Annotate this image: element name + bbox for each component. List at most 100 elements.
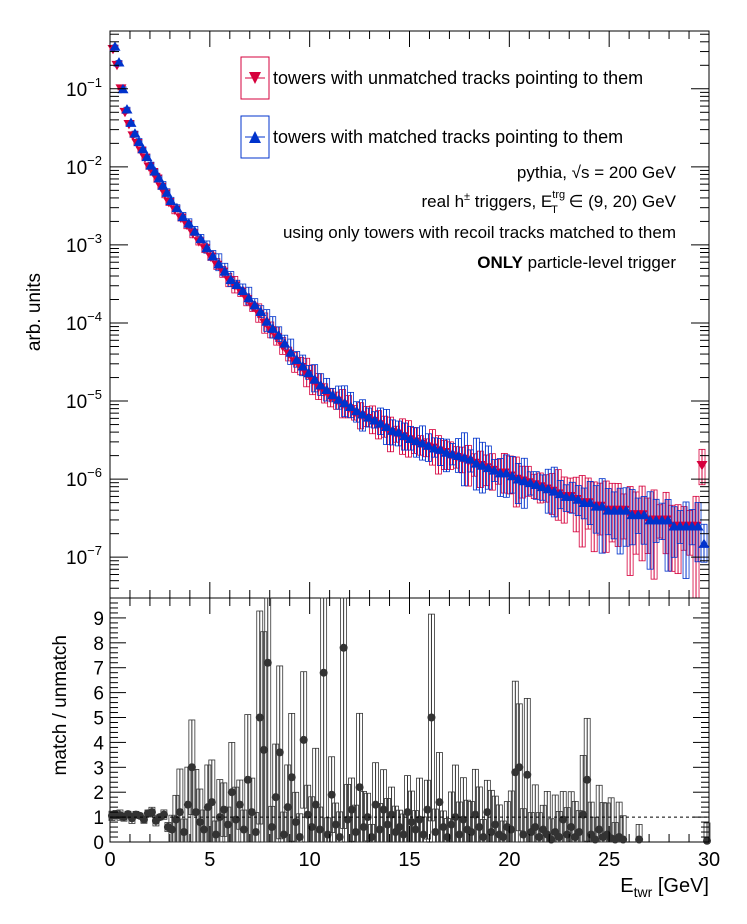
bottom-error-bars <box>108 597 711 843</box>
ratio-marker <box>191 808 200 817</box>
ratio-marker <box>439 823 448 832</box>
ratio-marker <box>371 800 380 809</box>
ratio-marker <box>591 835 600 844</box>
ratio-marker <box>403 808 412 817</box>
ratio-marker <box>475 823 484 832</box>
ratio-marker <box>363 813 372 822</box>
ratio-marker <box>299 735 308 744</box>
ratio-y-tick-label: 5 <box>93 709 104 730</box>
marker-matched <box>137 143 149 154</box>
marker-matched <box>387 425 399 435</box>
bottom-xlabel: Etwr [GeV] <box>620 875 709 900</box>
marker-matched <box>536 481 548 492</box>
marker-matched <box>279 338 291 348</box>
ratio-marker <box>287 773 296 782</box>
marker-matched <box>249 300 261 310</box>
marker-matched <box>315 380 327 390</box>
y-tick-label: 10−5 <box>66 387 102 413</box>
marker-matched <box>434 444 446 454</box>
marker-matched <box>440 447 452 457</box>
marker-matched <box>446 449 458 459</box>
ratio-marker <box>483 808 492 817</box>
annotation-trigger-trg: trg <box>552 189 565 201</box>
marker-matched <box>171 202 183 213</box>
ratio-marker <box>175 808 184 817</box>
ratio-marker <box>359 823 368 832</box>
annotation-particle-level: ONLY particle-level trigger <box>477 253 676 272</box>
ratio-marker <box>235 800 244 809</box>
ratio-marker <box>219 805 228 814</box>
ratio-y-tick-label: 6 <box>93 684 104 705</box>
marker-matched <box>512 474 524 484</box>
annotation-pythia: pythia, √s = 200 GeV <box>517 163 677 182</box>
marker-matched <box>261 316 273 326</box>
ratio-marker <box>323 830 332 839</box>
annotation-recoil: using only towers with recoil tracks mat… <box>283 223 676 242</box>
y-tick-label: 10−1 <box>66 75 102 101</box>
ratio-marker <box>555 833 564 842</box>
ratio-marker <box>307 823 316 832</box>
annotation-particle-rest: particle-level trigger <box>523 253 676 272</box>
ratio-marker <box>635 835 644 844</box>
legend-marker-matched <box>249 131 261 143</box>
top-ylabel: arb. units <box>24 273 45 351</box>
marker-matched <box>410 435 422 446</box>
ratio-marker <box>427 713 436 722</box>
ratio-marker <box>567 823 576 832</box>
marker-matched <box>566 491 578 501</box>
y-tick-base: 10 <box>66 236 87 257</box>
marker-matched <box>161 187 173 197</box>
y-tick-base: 10 <box>66 80 87 101</box>
x-tick-label: 10 <box>299 849 321 871</box>
legend-label-unmatched: towers with unmatched tracks pointing to… <box>273 68 643 88</box>
legend: towers with unmatched tracks pointing to… <box>240 56 643 159</box>
marker-unmatched <box>696 460 708 471</box>
ratio-marker <box>487 828 496 837</box>
marker-matched <box>399 430 411 441</box>
annotation-trigger-t: T <box>551 204 558 216</box>
marker-matched <box>393 427 405 437</box>
marker-matched <box>363 412 375 422</box>
marker-matched <box>405 433 416 444</box>
ratio-marker <box>311 800 320 809</box>
ratio-marker <box>423 805 432 814</box>
x-tick-label: 25 <box>598 849 620 871</box>
ratio-marker <box>339 643 348 652</box>
annotation-trigger-pm: ± <box>464 191 470 203</box>
ratio-marker <box>523 770 532 779</box>
marker-matched <box>149 166 161 176</box>
marker-matched <box>369 415 381 425</box>
ratio-marker <box>251 828 260 837</box>
y-tick-exponent: −6 <box>87 465 102 480</box>
legend-label-matched: towers with matched tracks pointing to t… <box>273 127 623 147</box>
ratio-marker <box>211 830 220 839</box>
marker-matched <box>692 521 704 531</box>
ratio-marker <box>383 820 392 829</box>
ratio-marker <box>407 818 416 827</box>
ratio-marker <box>355 783 364 792</box>
marker-matched <box>157 180 169 190</box>
y-tick-label: 10−6 <box>66 465 102 491</box>
marker-matched <box>291 354 303 364</box>
marker-matched <box>213 259 225 269</box>
marker-matched <box>452 450 464 461</box>
xlabel-unit: [GeV] <box>652 875 709 897</box>
ratio-y-tick-label: 3 <box>93 758 104 779</box>
marker-matched <box>351 405 363 416</box>
ratio-marker <box>331 820 340 829</box>
marker-matched <box>207 251 219 261</box>
marker-matched <box>357 409 369 419</box>
annotation-trigger-b: triggers, E <box>470 192 552 211</box>
ratio-marker <box>447 820 456 829</box>
ratio-marker <box>575 828 584 837</box>
marker-matched <box>165 195 177 205</box>
y-tick-label: 10−3 <box>66 231 102 257</box>
ratio-marker <box>199 825 208 834</box>
marker-matched <box>500 467 512 478</box>
ratio-marker <box>479 833 488 842</box>
marker-matched <box>183 218 195 228</box>
ratio-y-tick-label: 9 <box>93 609 104 630</box>
marker-matched <box>125 117 137 127</box>
ratio-marker <box>395 823 404 832</box>
